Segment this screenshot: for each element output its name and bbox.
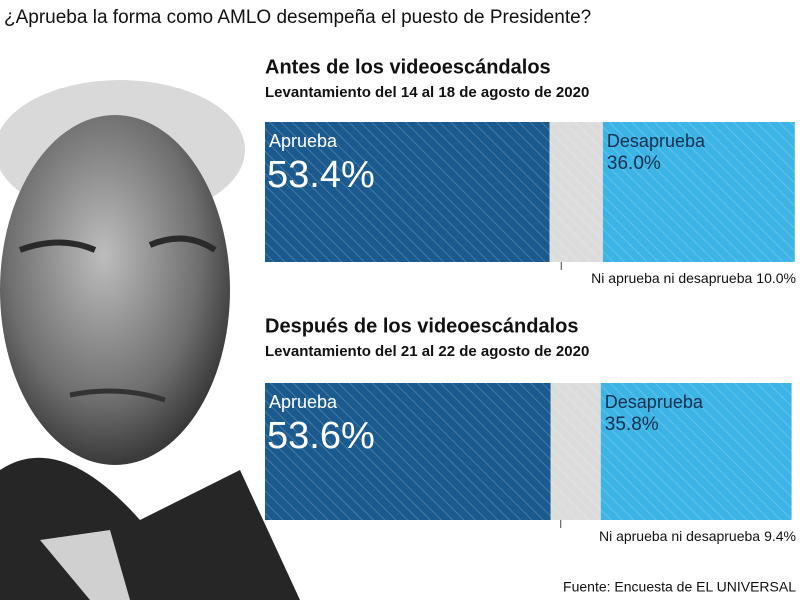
- value-label: 53.4%: [267, 154, 375, 196]
- segment-name: Ni aprueba ni desaprueba: [599, 528, 760, 544]
- hatch: [602, 122, 795, 262]
- segment-name: Aprueba: [269, 392, 338, 412]
- value-label: 53.6%: [267, 415, 375, 457]
- segment-name: Desaprueba: [607, 131, 706, 151]
- source: Fuente: Encuesta de EL UNIVERSAL: [563, 579, 796, 595]
- chart-subtitle: Levantamiento del 14 al 18 de agosto de …: [265, 84, 589, 101]
- hatch: [549, 122, 603, 262]
- value-label: 35.8%: [605, 414, 659, 435]
- hatch: [265, 383, 551, 520]
- value-label: 9.4%: [764, 528, 796, 544]
- segment-name: Ni aprueba ni desaprueba: [591, 270, 752, 286]
- neutral-label: Ni aprueba ni desaprueba 9.4%: [599, 528, 796, 544]
- page-title: ¿Aprueba la forma como AMLO desempeña el…: [4, 7, 591, 28]
- hatch: [600, 383, 792, 520]
- chart-title: Después de los videoescándalos: [265, 315, 578, 337]
- segment-name: Aprueba: [269, 131, 338, 151]
- value-label: 36.0%: [607, 153, 661, 174]
- chart-title: Antes de los videoescándalos: [265, 56, 551, 78]
- photo: [0, 80, 300, 600]
- chart-subtitle: Levantamiento del 21 al 22 de agosto de …: [265, 343, 589, 360]
- neutral-label: Ni aprueba ni desaprueba 10.0%: [591, 270, 796, 286]
- segment-name: Desaprueba: [605, 392, 704, 412]
- hatch: [265, 122, 550, 262]
- value-label: 10.0%: [756, 270, 796, 286]
- hatch: [550, 383, 601, 520]
